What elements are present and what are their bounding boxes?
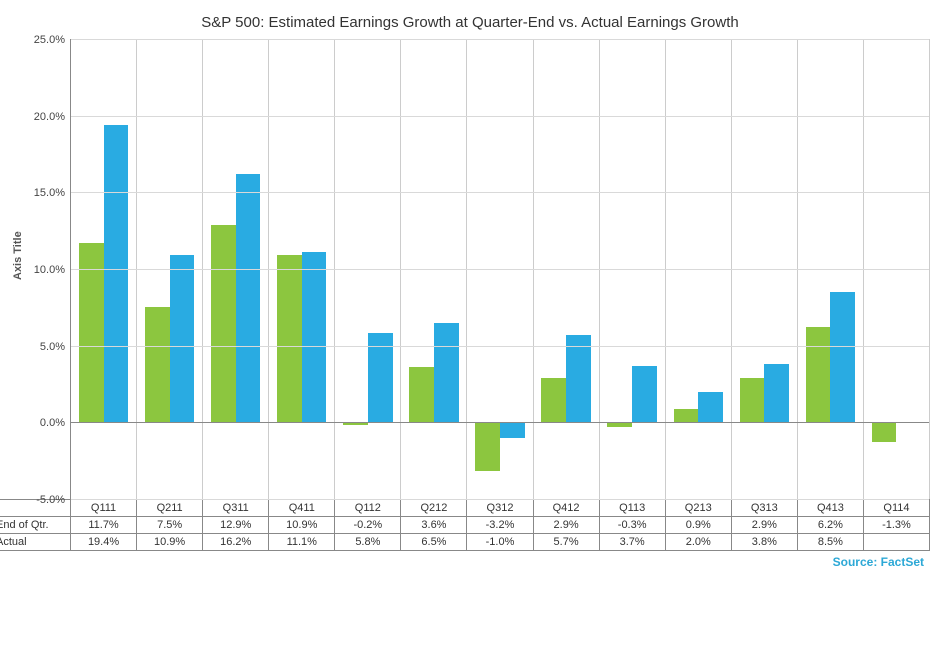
gridline: 25.0% [71,39,929,40]
gridline: -5.0% [71,499,929,500]
y-tick-label: 15.0% [34,187,71,199]
table-cell: Q412 [533,499,599,517]
table-cell: Q212 [400,499,466,517]
table-cell: 3.8% [731,534,797,551]
table-cell: 2.9% [533,517,599,534]
table-cell: 12.9% [202,517,268,534]
table-cell: Q311 [202,499,268,517]
table-cell: 2.9% [731,517,797,534]
table-cell: Q213 [665,499,731,517]
table-cell: 19.4% [70,534,136,551]
y-tick-label: 5.0% [40,341,71,353]
category-row: Q111Q211Q311Q411Q112Q212Q312Q412Q113Q213… [70,499,930,517]
table-cell: -3.2% [466,517,532,534]
row-header-label: End of Qtr. [0,519,49,531]
row-header: End of Qtr. [0,517,70,534]
table-cell: 11.7% [70,517,136,534]
y-tick-label: 20.0% [34,111,71,123]
table-cell: 8.5% [797,534,863,551]
table-cell: 7.5% [136,517,202,534]
gridline: 0.0% [71,422,929,423]
gridline: 5.0% [71,346,929,347]
data-table: Q111Q211Q311Q411Q112Q212Q312Q412Q113Q213… [70,499,930,551]
table-cell: -1.3% [863,517,929,534]
row-header-label: Actual [0,536,27,548]
table-cell: -0.3% [599,517,665,534]
gridline: 20.0% [71,116,929,117]
table-cell: 3.7% [599,534,665,551]
y-axis-label: Axis Title [12,231,24,280]
table-cell: 6.2% [797,517,863,534]
table-cell: Q114 [863,499,929,517]
table-cell: Q411 [268,499,334,517]
table-cell: 11.1% [268,534,334,551]
table-cell: 3.6% [400,517,466,534]
y-tick-label: 0.0% [40,417,71,429]
row-header: Actual [0,534,70,551]
y-tick-label: 25.0% [34,34,71,46]
table-cell: Q413 [797,499,863,517]
plot-area: -5.0% 0.0% 5.0% 10.0% 15.0% 20.0% 25.0% [71,39,929,499]
table-cell: 10.9% [268,517,334,534]
table-cell: Q111 [70,499,136,517]
table-cell: 0.9% [665,517,731,534]
table-cell: 6.5% [400,534,466,551]
chart-title: S&P 500: Estimated Earnings Growth at Qu… [10,14,930,31]
table-cell: Q112 [334,499,400,517]
table-cell: 5.7% [533,534,599,551]
chart-area: -5.0% 0.0% 5.0% 10.0% 15.0% 20.0% 25.0% [70,39,930,499]
source-label: Source: FactSet [10,555,924,569]
table-cell: Q113 [599,499,665,517]
table-cell [863,534,929,551]
table-cell: -0.2% [334,517,400,534]
table-cell: Q313 [731,499,797,517]
series-row: End of Qtr.11.7%7.5%12.9%10.9%-0.2%3.6%-… [70,517,930,534]
y-tick-label: 10.0% [34,264,71,276]
gridline: 10.0% [71,269,929,270]
table-cell: 16.2% [202,534,268,551]
table-cell: -1.0% [466,534,532,551]
y-tick-label: -5.0% [36,494,71,506]
table-cell: Q312 [466,499,532,517]
table-cell: 2.0% [665,534,731,551]
table-cell: 10.9% [136,534,202,551]
table-cell: 5.8% [334,534,400,551]
series-row: Actual19.4%10.9%16.2%11.1%5.8%6.5%-1.0%5… [70,534,930,551]
table-cell: Q211 [136,499,202,517]
gridline: 15.0% [71,192,929,193]
